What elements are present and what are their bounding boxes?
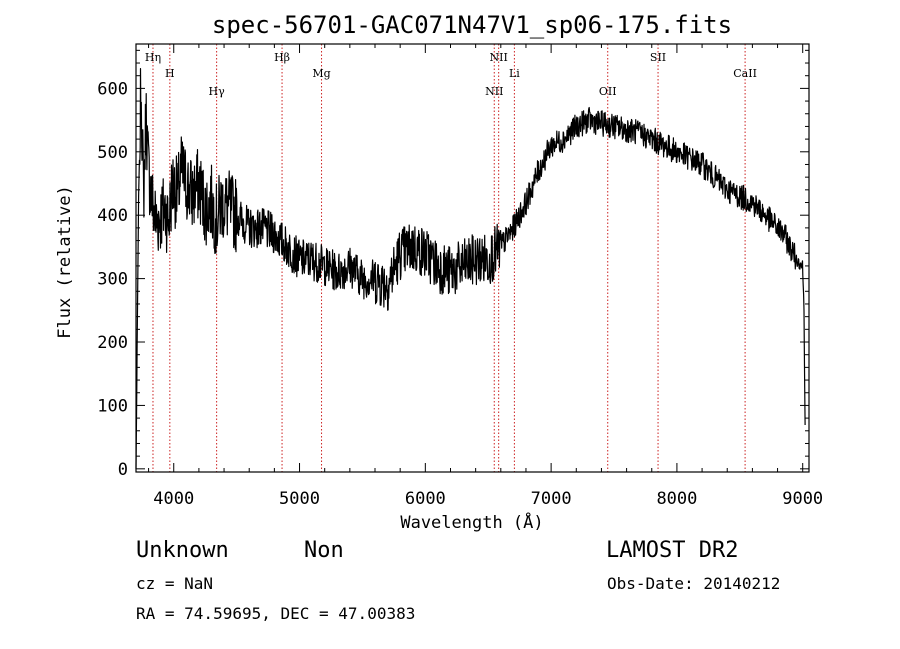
- y-tick-label: 0: [118, 460, 128, 480]
- observation-date: Obs-Date: 20140212: [607, 574, 781, 593]
- x-tick-label: 9000: [782, 489, 823, 509]
- x-tick-label: 8000: [656, 489, 697, 509]
- y-tick-label: 400: [97, 206, 128, 226]
- x-axis-ticks: 4000 5000 6000 7000 8000 9000: [148, 44, 823, 509]
- y-tick-label: 100: [97, 396, 128, 416]
- spectral-line-label: OII: [599, 85, 617, 98]
- coordinates: RA = 74.59695, DEC = 47.00383: [136, 604, 416, 623]
- spectral-line-label: CaII: [733, 67, 757, 80]
- plot-frame: [135, 43, 810, 473]
- x-tick-label: 4000: [153, 489, 194, 509]
- chart-title: spec-56701-GAC071N47V1_sp06-175.fits: [212, 11, 732, 39]
- spectrum-series-line: [135, 68, 806, 469]
- x-axis-label: Wavelength (Å): [400, 511, 543, 533]
- spectral-line-label: NII: [485, 85, 503, 98]
- y-tick-label: 300: [97, 270, 128, 290]
- spectrum-chart: spec-56701-GAC071N47V1_sp06-175.fits Hη H…: [55, 11, 823, 533]
- y-tick-label: 200: [97, 333, 128, 353]
- y-tick-label: 500: [97, 143, 128, 163]
- x-tick-label: 5000: [279, 489, 320, 509]
- spectral-line-label: Li: [509, 67, 520, 80]
- redshift-value: cz = NaN: [136, 574, 214, 593]
- y-axis-ticks: 0 100 200 300 400 500 600: [97, 49, 809, 480]
- spectral-line-label: Mg: [312, 67, 330, 80]
- spectral-line-label: H: [165, 67, 175, 80]
- survey-name: LAMOST DR2: [606, 538, 739, 563]
- y-tick-label: 600: [97, 79, 128, 99]
- x-tick-label: 6000: [405, 489, 446, 509]
- spectral-line-label: Hη: [145, 51, 161, 64]
- spectral-line-label: NII: [490, 51, 508, 64]
- spectral-line-label: Hγ: [209, 85, 226, 98]
- x-tick-label: 7000: [531, 489, 572, 509]
- spectral-line-label: Hβ: [274, 51, 290, 64]
- object-class: Unknown: [136, 538, 229, 563]
- spectral-line-label: SII: [650, 51, 666, 64]
- y-axis-label: Flux (relative): [55, 185, 75, 339]
- object-subclass: Non: [304, 538, 344, 563]
